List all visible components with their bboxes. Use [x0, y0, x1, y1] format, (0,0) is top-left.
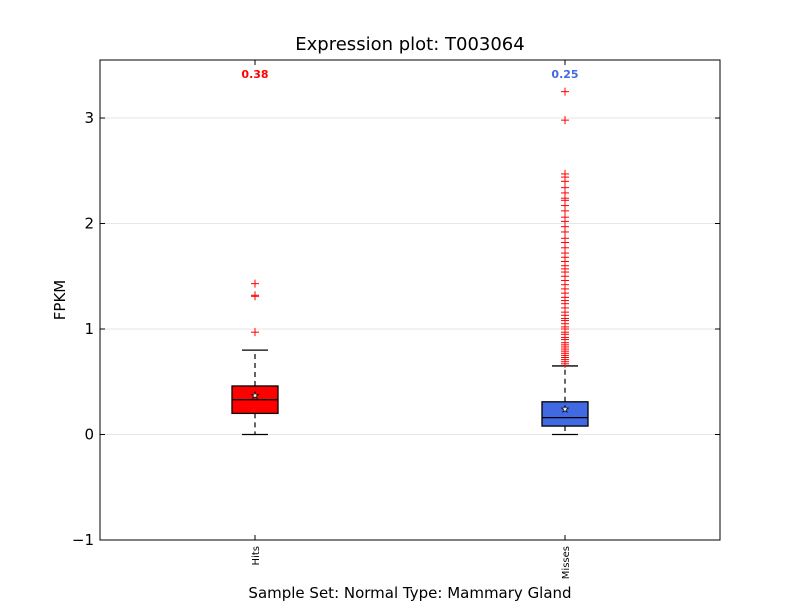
y-tick-label: −1 — [72, 531, 94, 549]
outlier-point — [561, 116, 569, 125]
mean-marker — [250, 390, 260, 400]
outlier-point — [561, 169, 569, 178]
x-tick-label: Hits — [251, 546, 262, 565]
y-axis-ticks: −1 0 1 2 3 — [72, 109, 720, 549]
x-axis-label: Sample Set: Normal Type: Mammary Gland — [248, 584, 572, 602]
boxes: 0.38 Hits 0.25 Misses — [231, 60, 589, 579]
outlier-point — [251, 328, 259, 337]
mean-label: 0.25 — [551, 68, 578, 81]
mean-marker — [560, 404, 570, 413]
plot-frame — [99, 59, 721, 541]
outlier-point — [561, 87, 569, 96]
y-tick-label: 2 — [84, 215, 94, 233]
y-tick-label: 1 — [84, 320, 94, 338]
box-hits: 0.38 Hits — [231, 60, 279, 565]
outlier-point — [251, 291, 259, 300]
y-tick-label: 0 — [84, 426, 94, 444]
box-misses: 0.25 Misses — [541, 60, 589, 579]
x-tick-label: Misses — [561, 546, 572, 579]
mean-label: 0.38 — [241, 68, 268, 81]
y-tick-label: 3 — [84, 109, 94, 127]
grid-lines — [100, 117, 720, 541]
chart-title: Expression plot: T003064 — [295, 34, 525, 55]
outlier-point — [251, 279, 259, 288]
